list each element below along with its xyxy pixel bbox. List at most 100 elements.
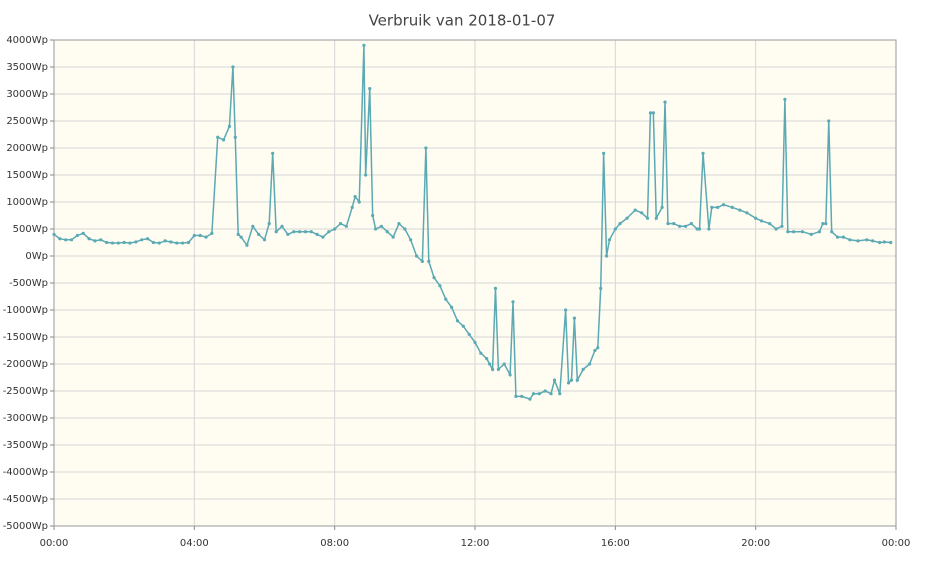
x-tick-label: 00:00 [882,538,911,549]
point [371,213,375,218]
y-tick-label: 3500Wp [6,62,48,73]
point [738,208,742,212]
point [768,222,772,226]
point [427,259,431,263]
point [128,241,132,245]
point [602,151,606,155]
point [488,362,492,366]
point [716,205,720,209]
point [391,235,395,239]
point [333,227,337,231]
point [455,319,460,323]
point [543,389,547,393]
y-tick-label: -2500Wp [3,386,48,397]
point [257,232,261,236]
y-tick-label: -1000Wp [3,305,48,316]
point [596,346,600,350]
point [233,135,237,139]
y-tick-label: 3000Wp [6,89,48,100]
y-tick-label: 1000Wp [6,197,48,208]
point [364,173,368,177]
point [409,238,413,242]
point [528,397,532,401]
point [882,240,886,244]
point [780,224,784,228]
point [827,119,831,123]
point [502,362,506,366]
point [640,211,644,215]
point [262,238,267,242]
point [397,222,401,226]
point [835,235,840,239]
point [865,238,869,242]
y-tick-label: 500Wp [13,224,48,235]
point [599,286,603,290]
point [231,65,235,69]
point [800,230,805,234]
point [227,124,232,128]
point [216,135,220,139]
point [81,231,85,235]
point [163,239,167,243]
y-tick-label: -3500Wp [3,440,48,451]
x-tick-label: 12:00 [461,538,490,549]
point [645,216,650,220]
point [701,151,705,155]
point [134,240,138,244]
point [678,224,682,228]
point [604,254,609,258]
point [730,205,734,209]
point [575,378,579,382]
point [689,222,693,226]
point [490,367,495,371]
point [321,235,325,239]
point [654,216,658,220]
point [774,227,778,231]
point [338,222,343,226]
point [169,240,173,244]
point [385,230,389,234]
point [531,392,536,396]
point [204,235,208,239]
point [110,241,115,245]
x-tick-label: 16:00 [601,538,630,549]
point [461,324,465,328]
point [309,230,313,234]
y-tick-label: -3000Wp [3,413,48,424]
point [267,222,271,226]
point [353,195,357,199]
point [786,230,790,234]
point [889,240,893,245]
point [707,227,711,231]
point [221,138,226,142]
point [467,332,471,336]
x-tick-label: 04:00 [180,538,209,549]
point [69,238,74,242]
point [683,224,688,228]
point [444,297,448,301]
y-tick-label: 2000Wp [6,143,48,154]
point [420,259,424,263]
y-tick-label: -4500Wp [3,494,48,505]
point [663,100,667,104]
point [271,151,275,155]
point [473,340,477,344]
point [520,394,524,398]
point [292,230,296,234]
y-tick-label: 0Wp [25,251,48,262]
chart-title: Verbruik van 2018-01-07 [369,12,556,30]
point [792,230,796,234]
point [424,146,428,150]
y-tick-label: 2500Wp [6,116,48,127]
x-tick-label: 08:00 [320,538,349,549]
point [558,392,562,396]
point [493,286,498,290]
point [566,381,571,385]
point [362,43,366,48]
point [245,243,249,247]
point [450,305,454,309]
point [581,367,585,371]
point [64,238,68,242]
point [432,276,436,280]
